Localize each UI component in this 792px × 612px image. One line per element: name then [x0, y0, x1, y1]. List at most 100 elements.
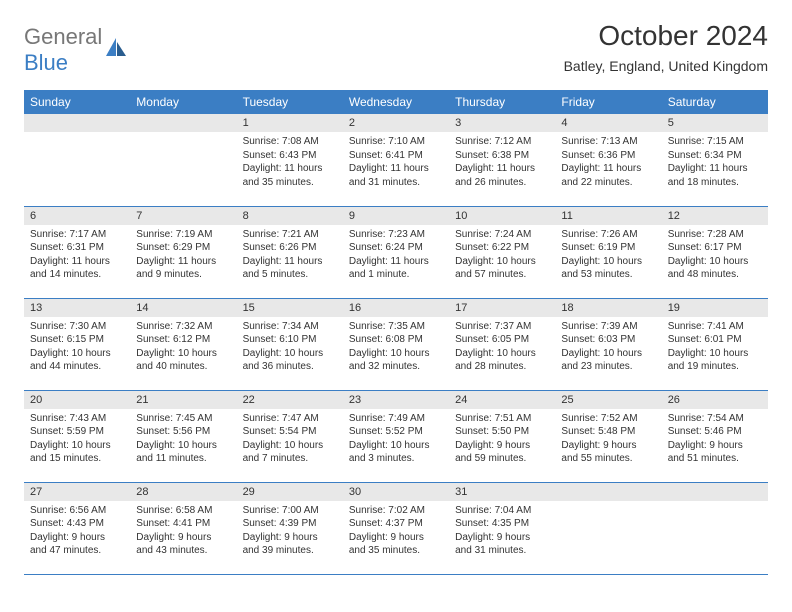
- calendar-day-cell: 25Sunrise: 7:52 AMSunset: 5:48 PMDayligh…: [555, 390, 661, 482]
- calendar-day-cell: 2Sunrise: 7:10 AMSunset: 6:41 PMDaylight…: [343, 114, 449, 206]
- day-details: Sunrise: 7:13 AMSunset: 6:36 PMDaylight:…: [555, 132, 661, 195]
- calendar-day-cell: 18Sunrise: 7:39 AMSunset: 6:03 PMDayligh…: [555, 298, 661, 390]
- sunrise-line: Sunrise: 7:49 AM: [349, 412, 443, 426]
- day-details: Sunrise: 7:54 AMSunset: 5:46 PMDaylight:…: [662, 409, 768, 472]
- logo-part1: General: [24, 24, 102, 49]
- daylight-line: Daylight: 9 hours and 43 minutes.: [136, 531, 230, 558]
- day-details: Sunrise: 7:30 AMSunset: 6:15 PMDaylight:…: [24, 317, 130, 380]
- logo-part2: Blue: [24, 50, 68, 75]
- calendar-table: Sunday Monday Tuesday Wednesday Thursday…: [24, 90, 768, 575]
- day-number: 8: [237, 207, 343, 225]
- sunrise-line: Sunrise: 7:34 AM: [243, 320, 337, 334]
- day-number: 14: [130, 299, 236, 317]
- sunrise-line: Sunrise: 7:54 AM: [668, 412, 762, 426]
- sunset-line: Sunset: 6:12 PM: [136, 333, 230, 347]
- day-number: 21: [130, 391, 236, 409]
- day-number: 6: [24, 207, 130, 225]
- sunset-line: Sunset: 6:31 PM: [30, 241, 124, 255]
- sunrise-line: Sunrise: 7:26 AM: [561, 228, 655, 242]
- day-number: 27: [24, 483, 130, 501]
- day-number: 17: [449, 299, 555, 317]
- day-details: Sunrise: 7:00 AMSunset: 4:39 PMDaylight:…: [237, 501, 343, 564]
- sunset-line: Sunset: 6:29 PM: [136, 241, 230, 255]
- day-number: 23: [343, 391, 449, 409]
- sunrise-line: Sunrise: 6:58 AM: [136, 504, 230, 518]
- calendar-day-cell: 4Sunrise: 7:13 AMSunset: 6:36 PMDaylight…: [555, 114, 661, 206]
- sunset-line: Sunset: 6:10 PM: [243, 333, 337, 347]
- sunset-line: Sunset: 6:08 PM: [349, 333, 443, 347]
- calendar-day-cell: 22Sunrise: 7:47 AMSunset: 5:54 PMDayligh…: [237, 390, 343, 482]
- daylight-line: Daylight: 10 hours and 53 minutes.: [561, 255, 655, 282]
- day-details: Sunrise: 7:19 AMSunset: 6:29 PMDaylight:…: [130, 225, 236, 288]
- calendar-day-cell: 20 Sunrise: 7:43 AMSunset: 5:59 PMDayligh…: [24, 390, 130, 482]
- sunset-line: Sunset: 4:41 PM: [136, 517, 230, 531]
- daylight-line: Daylight: 10 hours and 48 minutes.: [668, 255, 762, 282]
- calendar-day-cell: 31Sunrise: 7:04 AMSunset: 4:35 PMDayligh…: [449, 482, 555, 574]
- sunrise-line: Sunrise: 7:30 AM: [30, 320, 124, 334]
- daylight-line: Daylight: 9 hours and 55 minutes.: [561, 439, 655, 466]
- day-details: Sunrise: 7:34 AMSunset: 6:10 PMDaylight:…: [237, 317, 343, 380]
- day-details: Sunrise: 7:26 AMSunset: 6:19 PMDaylight:…: [555, 225, 661, 288]
- daylight-line: Daylight: 10 hours and 44 minutes.: [30, 347, 124, 374]
- calendar-day-cell: 23Sunrise: 7:49 AMSunset: 5:52 PMDayligh…: [343, 390, 449, 482]
- calendar-day-cell: [662, 482, 768, 574]
- sunrise-line: Sunrise: 7:43 AM: [30, 412, 124, 426]
- month-title: October 2024: [564, 20, 768, 52]
- sunrise-line: Sunrise: 7:17 AM: [30, 228, 124, 242]
- sunset-line: Sunset: 6:01 PM: [668, 333, 762, 347]
- day-details: Sunrise: 7:08 AMSunset: 6:43 PMDaylight:…: [237, 132, 343, 195]
- day-number: 1: [237, 114, 343, 132]
- calendar-day-cell: 19 Sunrise: 7:41 AMSunset: 6:01 PMDayligh…: [662, 298, 768, 390]
- sunset-line: Sunset: 6:03 PM: [561, 333, 655, 347]
- daylight-line: Daylight: 11 hours and 35 minutes.: [243, 162, 337, 189]
- day-details: Sunrise: 7:49 AMSunset: 5:52 PMDaylight:…: [343, 409, 449, 472]
- calendar-day-cell: 11Sunrise: 7:26 AMSunset: 6:19 PMDayligh…: [555, 206, 661, 298]
- sunrise-line: Sunrise: 7:37 AM: [455, 320, 549, 334]
- day-number: 11: [555, 207, 661, 225]
- day-number: 20: [24, 391, 130, 409]
- sunrise-line: Sunrise: 7:41 AM: [668, 320, 762, 334]
- sunset-line: Sunset: 5:59 PM: [30, 425, 124, 439]
- location-text: Batley, England, United Kingdom: [564, 58, 768, 74]
- daylight-line: Daylight: 11 hours and 1 minute.: [349, 255, 443, 282]
- sail-icon: [104, 36, 128, 65]
- sunset-line: Sunset: 6:41 PM: [349, 149, 443, 163]
- weekday-header: Sunday: [24, 90, 130, 114]
- day-details: Sunrise: 7:35 AMSunset: 6:08 PMDaylight:…: [343, 317, 449, 380]
- daylight-line: Daylight: 9 hours and 51 minutes.: [668, 439, 762, 466]
- day-number-bar: [662, 483, 768, 501]
- calendar-week-row: 20Sunrise: 7:43 AMSunset: 5:59 PMDayligh…: [24, 390, 768, 482]
- day-details: Sunrise: 7:37 AMSunset: 6:05 PMDaylight:…: [449, 317, 555, 380]
- sunset-line: Sunset: 6:38 PM: [455, 149, 549, 163]
- day-details: Sunrise: 7:10 AMSunset: 6:41 PMDaylight:…: [343, 132, 449, 195]
- day-number: 19: [662, 299, 768, 317]
- weekday-header: Thursday: [449, 90, 555, 114]
- calendar-day-cell: 24Sunrise: 7:51 AMSunset: 5:50 PMDayligh…: [449, 390, 555, 482]
- calendar-week-row: 27Sunrise: 6:56 AMSunset: 4:43 PMDayligh…: [24, 482, 768, 574]
- daylight-line: Daylight: 10 hours and 15 minutes.: [30, 439, 124, 466]
- daylight-line: Daylight: 10 hours and 23 minutes.: [561, 347, 655, 374]
- daylight-line: Daylight: 10 hours and 11 minutes.: [136, 439, 230, 466]
- day-number: 22: [237, 391, 343, 409]
- sunset-line: Sunset: 5:54 PM: [243, 425, 337, 439]
- sunset-line: Sunset: 5:50 PM: [455, 425, 549, 439]
- daylight-line: Daylight: 10 hours and 57 minutes.: [455, 255, 549, 282]
- calendar-day-cell: 30Sunrise: 7:02 AMSunset: 4:37 PMDayligh…: [343, 482, 449, 574]
- daylight-line: Daylight: 10 hours and 28 minutes.: [455, 347, 549, 374]
- title-block: October 2024 Batley, England, United Kin…: [564, 20, 768, 74]
- sunset-line: Sunset: 4:37 PM: [349, 517, 443, 531]
- day-details: Sunrise: 7:04 AMSunset: 4:35 PMDaylight:…: [449, 501, 555, 564]
- logo-text: General Blue: [24, 24, 102, 76]
- daylight-line: Daylight: 11 hours and 22 minutes.: [561, 162, 655, 189]
- sunset-line: Sunset: 6:36 PM: [561, 149, 655, 163]
- sunrise-line: Sunrise: 7:23 AM: [349, 228, 443, 242]
- sunset-line: Sunset: 6:24 PM: [349, 241, 443, 255]
- day-number: 3: [449, 114, 555, 132]
- daylight-line: Daylight: 11 hours and 9 minutes.: [136, 255, 230, 282]
- daylight-line: Daylight: 9 hours and 47 minutes.: [30, 531, 124, 558]
- sunset-line: Sunset: 6:43 PM: [243, 149, 337, 163]
- logo: General Blue: [24, 24, 128, 76]
- sunset-line: Sunset: 5:52 PM: [349, 425, 443, 439]
- day-details: Sunrise: 7:45 AMSunset: 5:56 PMDaylight:…: [130, 409, 236, 472]
- daylight-line: Daylight: 10 hours and 19 minutes.: [668, 347, 762, 374]
